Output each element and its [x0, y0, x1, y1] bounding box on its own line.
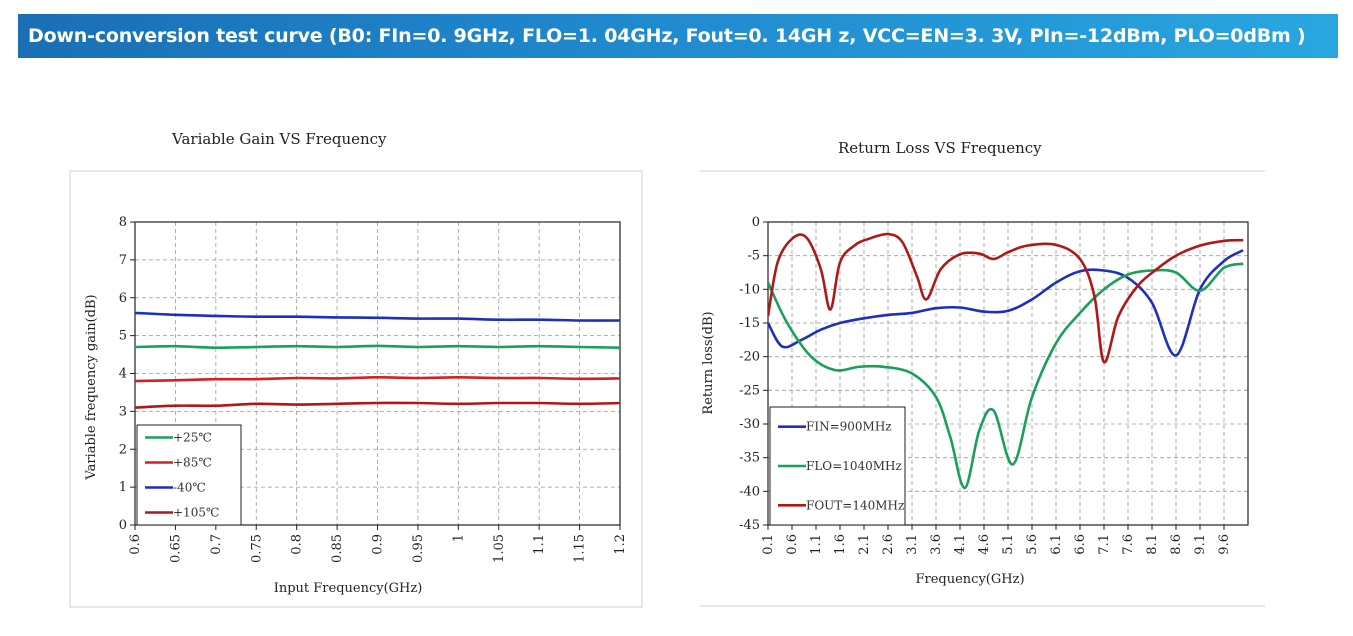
legend-label: FIN=900MHz [806, 420, 892, 434]
series-line-1 [135, 344, 620, 350]
y-tick-label: 8 [119, 215, 127, 230]
chart1-title: Variable Gain VS Frequency [172, 130, 387, 148]
x-tick-label: 2.6 [881, 534, 896, 555]
x-tick-label: 2.1 [857, 534, 872, 555]
y-tick-label: -35 [739, 451, 760, 466]
y-tick-label: -40 [739, 484, 760, 499]
legend-label: +25℃ [173, 431, 212, 445]
x-tick-label: 0.9 [371, 534, 386, 555]
legend-label: FLO=1040MHz [806, 459, 902, 473]
x-axis-label: Input Frequency(GHz) [274, 581, 423, 596]
y-tick-label: -30 [739, 417, 760, 432]
x-tick-label: 0.8 [290, 534, 305, 555]
chart-1: 0.6 0.65 0.7 0.75 0.8 0.85 0.9 0.95 1 1.05 1.1 1.15… [69, 170, 643, 608]
y-tick-label: 0 [752, 215, 760, 230]
y-tick-label: 0 [119, 518, 127, 533]
x-tick-label: 1.1 [532, 534, 547, 555]
x-tick-label: 1.05 [492, 534, 507, 563]
x-tick-label: 0.65 [168, 534, 183, 563]
chart-frame [69, 170, 643, 608]
x-tick-label: 0.6 [785, 534, 800, 555]
y-tick-label: 6 [119, 291, 127, 306]
y-axis-label: Return loss(dB) [701, 311, 716, 414]
x-tick-label: 0.1 [761, 534, 776, 555]
x-tick-label: 0.7 [209, 534, 224, 555]
x-tick-label: 1.6 [833, 534, 848, 555]
y-axis-label: Variable frequency gain(dB) [84, 294, 99, 480]
banner: Down-conversion test curve (B0: FIn=0. 9… [18, 14, 1338, 58]
x-axis-label: Frequency(GHz) [915, 572, 1024, 587]
series-line-2 [768, 262, 1244, 490]
x-tick-label: 5.6 [1025, 534, 1040, 555]
y-tick-label: 7 [119, 253, 127, 268]
series-line-2 [135, 375, 620, 383]
x-tick-label: 0.6 [128, 534, 143, 555]
x-tick-label: 9.6 [1217, 534, 1232, 555]
series-line-3 [135, 311, 620, 322]
y-tick-label: -10 [739, 282, 760, 297]
y-tick-label: 5 [119, 329, 127, 344]
x-tick-label: 7.6 [1121, 534, 1136, 555]
series-line-3 [768, 232, 1244, 364]
x-tick-label: 1.1 [809, 534, 824, 555]
y-tick-label: 2 [119, 442, 127, 457]
legend-label: FOUT=140MHz [806, 498, 904, 512]
chart2-title: Return Loss VS Frequency [838, 139, 1042, 157]
y-tick-label: -20 [739, 350, 760, 365]
x-tick-label: 9.1 [1193, 534, 1208, 555]
x-tick-label: 1.2 [613, 534, 628, 555]
x-tick-label: 0.85 [330, 534, 345, 563]
legend-label: +85℃ [173, 456, 212, 470]
x-tick-label: 8.1 [1145, 534, 1160, 555]
x-tick-label: 3.6 [929, 534, 944, 555]
y-tick-label: 1 [119, 480, 127, 495]
legend-box [136, 424, 242, 526]
y-tick-label: 4 [119, 367, 127, 382]
x-tick-label: 0.75 [249, 534, 264, 563]
x-tick-label: 8.6 [1169, 534, 1184, 555]
y-tick-label: -45 [739, 518, 760, 533]
x-tick-label: 7.1 [1097, 534, 1112, 555]
x-tick-label: 5.1 [1001, 534, 1016, 555]
y-tick-label: -5 [747, 249, 760, 264]
y-tick-label: -25 [739, 383, 760, 398]
x-tick-label: 3.1 [905, 534, 920, 555]
x-tick-label: 6.6 [1073, 534, 1088, 555]
x-tick-label: 1.15 [573, 534, 588, 563]
x-tick-label: 1 [451, 534, 466, 542]
chart-2: 0.1 0.6 1.1 1.6 2.1 2.6 3.1 3.6 4.1 4.6 5.1 5.6 6.1 6… [700, 170, 1265, 607]
series-line-1 [768, 249, 1244, 357]
x-tick-label: 0.95 [411, 534, 426, 563]
legend-label: -40℃ [173, 481, 206, 495]
y-tick-label: -15 [739, 316, 760, 331]
y-tick-label: 3 [119, 404, 127, 419]
x-tick-label: 4.1 [953, 534, 968, 555]
series-line-4 [135, 401, 620, 409]
legend-label: +105℃ [173, 506, 219, 520]
x-tick-label: 6.1 [1049, 534, 1064, 555]
banner-title: Down-conversion test curve (B0: FIn=0. 9… [28, 25, 1306, 47]
x-tick-label: 4.6 [977, 534, 992, 555]
